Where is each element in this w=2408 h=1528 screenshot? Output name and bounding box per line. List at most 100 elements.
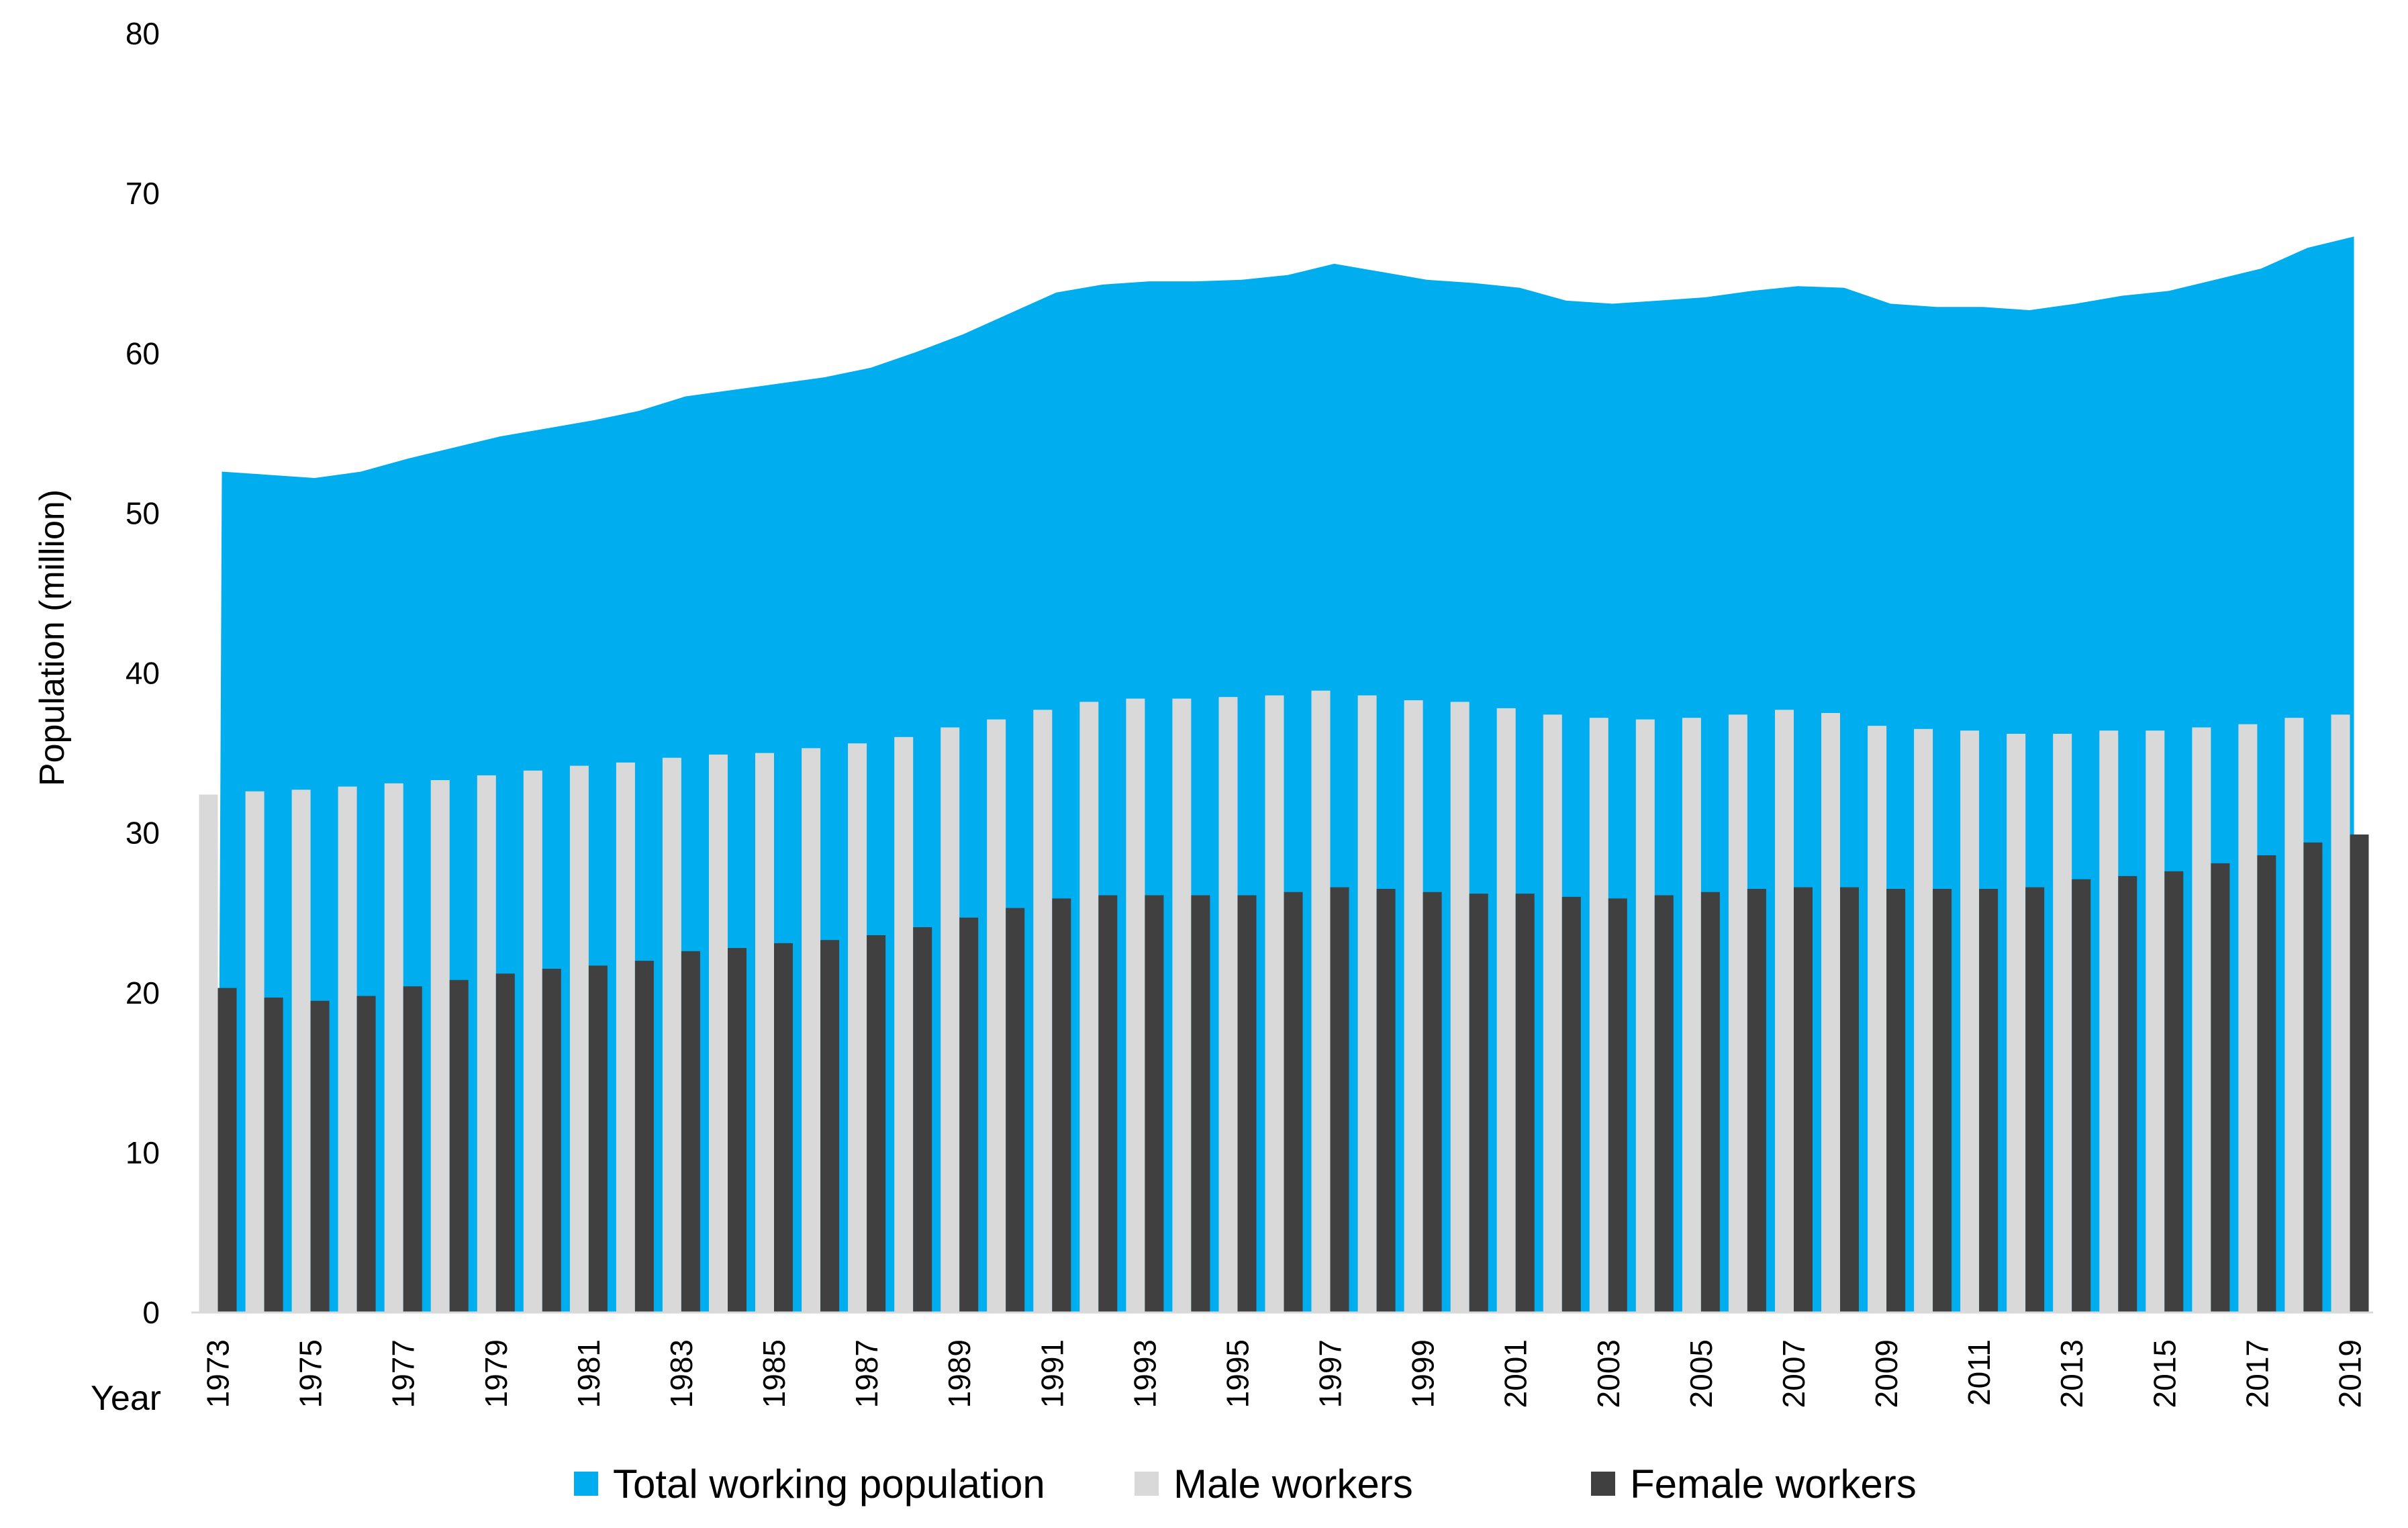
bar-female-1997: [1330, 887, 1349, 1312]
bar-male-2008: [1821, 713, 1840, 1312]
bar-female-1976: [356, 996, 376, 1312]
bar-female-2002: [1561, 896, 1581, 1312]
bar-male-2010: [1914, 728, 1933, 1312]
bar-male-1976: [338, 786, 357, 1312]
bar-male-1978: [430, 780, 450, 1312]
x-tick-label-2013: 2013: [2054, 1339, 2089, 1408]
legend-swatch-female: [1591, 1472, 1615, 1496]
bar-male-2016: [2192, 727, 2211, 1312]
x-tick-label-1991: 1991: [1034, 1339, 1069, 1408]
x-tick-label-1977: 1977: [386, 1339, 421, 1408]
bar-female-1973: [218, 988, 237, 1312]
legend: Total working population Male workers Fe…: [0, 1457, 2408, 1524]
bar-male-2007: [1775, 710, 1794, 1312]
bar-male-1998: [1357, 695, 1377, 1312]
bar-male-1993: [1126, 698, 1145, 1312]
x-tick-label-1989: 1989: [942, 1339, 977, 1408]
y-axis-title: Population (million): [33, 489, 72, 786]
y-tick-label-70: 70: [126, 176, 160, 211]
bar-female-1985: [774, 943, 793, 1312]
bar-female-1994: [1191, 895, 1210, 1312]
bar-female-1977: [403, 986, 422, 1312]
legend-label-total: Total working population: [613, 1461, 1045, 1507]
x-tick-label-2015: 2015: [2147, 1339, 2182, 1408]
bar-male-1988: [894, 736, 914, 1313]
legend-item-female: Female workers: [1591, 1457, 1917, 1511]
bar-male-2015: [2146, 730, 2165, 1312]
bar-male-2019: [2331, 714, 2350, 1312]
bar-male-2012: [2007, 734, 2026, 1312]
bar-female-1998: [1376, 889, 1396, 1312]
bar-male-1997: [1311, 690, 1331, 1312]
bar-male-1980: [523, 770, 542, 1312]
bar-male-1999: [1404, 700, 1423, 1312]
bar-male-2001: [1496, 708, 1516, 1312]
x-tick-label-2017: 2017: [2240, 1339, 2274, 1408]
legend-item-total: Total working population: [574, 1457, 1045, 1511]
bar-male-1996: [1265, 695, 1284, 1312]
bar-male-1989: [941, 727, 960, 1312]
x-tick-label-1985: 1985: [757, 1339, 791, 1408]
y-tick-label-0: 0: [142, 1295, 160, 1330]
bar-male-1973: [199, 794, 218, 1312]
bar-female-2007: [1794, 887, 1813, 1312]
bar-female-1986: [820, 940, 840, 1312]
x-tick-label-1987: 1987: [849, 1339, 884, 1408]
bar-female-2004: [1654, 895, 1674, 1312]
x-tick-label-1995: 1995: [1220, 1339, 1255, 1408]
x-tick-label-1975: 1975: [293, 1339, 328, 1408]
bar-female-1996: [1284, 892, 1303, 1312]
bar-male-1985: [755, 753, 774, 1312]
x-tick-label-1993: 1993: [1127, 1339, 1162, 1408]
x-tick-label-1997: 1997: [1313, 1339, 1348, 1408]
x-tick-label-2007: 2007: [1776, 1339, 1811, 1408]
bar-female-1992: [1098, 895, 1118, 1312]
legend-label-female: Female workers: [1630, 1461, 1917, 1507]
legend-swatch-male: [1135, 1472, 1159, 1496]
bar-female-1975: [310, 1000, 330, 1312]
y-axis-ticks: 0 10 20 30 40 50 60 70 80: [126, 16, 160, 1330]
bar-female-2014: [2118, 875, 2137, 1312]
bar-male-1994: [1172, 698, 1192, 1312]
bar-male-2003: [1589, 718, 1608, 1312]
x-tick-label-1981: 1981: [571, 1339, 606, 1408]
bar-male-2014: [2099, 730, 2119, 1312]
bar-female-2012: [2025, 887, 2045, 1312]
bar-female-1989: [959, 917, 979, 1312]
x-tick-label-2001: 2001: [1498, 1339, 1533, 1408]
bar-female-2008: [1840, 887, 1859, 1312]
bar-male-1990: [987, 719, 1006, 1312]
bar-male-1983: [662, 757, 681, 1312]
bar-female-2015: [2164, 871, 2184, 1312]
plot-area: [191, 236, 2373, 1314]
x-tick-label-1999: 1999: [1406, 1339, 1441, 1408]
bar-male-2002: [1543, 714, 1562, 1312]
bar-male-1995: [1218, 697, 1238, 1312]
bar-female-1980: [542, 969, 561, 1312]
bars-group: [199, 690, 2369, 1313]
bar-female-1990: [1006, 908, 1025, 1312]
bar-female-2003: [1608, 898, 1627, 1312]
bar-male-1979: [477, 775, 496, 1312]
bar-male-2011: [1960, 730, 1980, 1312]
y-tick-label-60: 60: [126, 336, 160, 371]
x-tick-label-2009: 2009: [1869, 1339, 1904, 1408]
y-tick-label-20: 20: [126, 975, 160, 1010]
bar-female-1984: [728, 948, 747, 1312]
bar-female-2000: [1469, 894, 1488, 1312]
bar-female-2010: [1933, 889, 1952, 1312]
legend-swatch-total: [574, 1472, 598, 1496]
x-tick-label-2005: 2005: [1684, 1339, 1719, 1408]
bar-male-1975: [291, 790, 311, 1312]
y-tick-label-30: 30: [126, 816, 160, 851]
bar-male-1984: [709, 754, 728, 1312]
x-axis-title: Year: [91, 1379, 161, 1418]
y-tick-label-50: 50: [126, 495, 160, 530]
legend-item-male: Male workers: [1135, 1457, 1413, 1511]
bar-female-1987: [867, 935, 886, 1312]
x-tick-label-2003: 2003: [1591, 1339, 1626, 1408]
bar-male-1991: [1033, 710, 1053, 1312]
bar-female-2016: [2211, 863, 2230, 1312]
bar-female-2009: [1886, 889, 1906, 1312]
bar-female-1988: [913, 927, 932, 1312]
